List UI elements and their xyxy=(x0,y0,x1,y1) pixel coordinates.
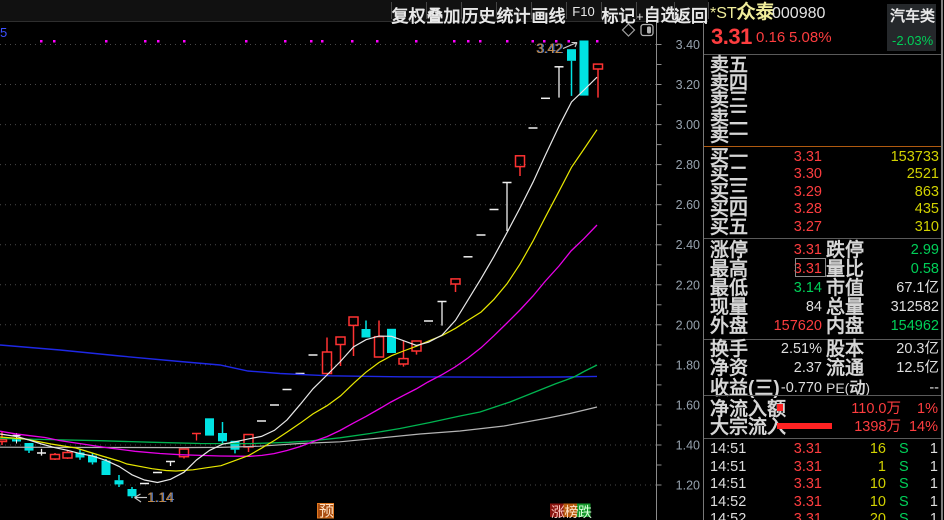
svg-text:5: 5 xyxy=(0,25,7,40)
svg-text:2.00: 2.00 xyxy=(676,318,700,332)
svg-text:2.80: 2.80 xyxy=(676,158,700,172)
svg-text:1.80: 1.80 xyxy=(676,358,700,372)
svg-text:1.14: 1.14 xyxy=(147,490,174,505)
svg-text:2.20: 2.20 xyxy=(676,278,700,292)
svg-text:2.60: 2.60 xyxy=(676,198,700,212)
svg-text:2.40: 2.40 xyxy=(676,238,700,252)
svg-text:1.60: 1.60 xyxy=(676,398,700,412)
svg-text:1.40: 1.40 xyxy=(676,439,700,453)
svg-text:3.40: 3.40 xyxy=(676,38,700,52)
svg-text:1.20: 1.20 xyxy=(676,479,700,493)
svg-text:3.00: 3.00 xyxy=(676,118,700,132)
svg-text:3.20: 3.20 xyxy=(676,78,700,92)
svg-text:3.42: 3.42 xyxy=(536,41,562,56)
svg-text:3.42: 3.42 xyxy=(537,41,563,56)
svg-text:1.14: 1.14 xyxy=(148,490,175,505)
